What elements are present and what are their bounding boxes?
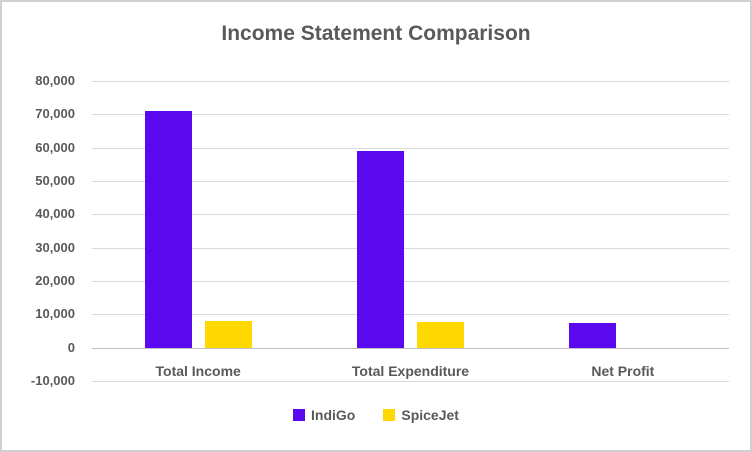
chart-title: Income Statement Comparison <box>221 22 531 45</box>
gridline <box>92 314 729 316</box>
gridline <box>92 147 729 149</box>
y-tick-label: 30,000 <box>35 239 75 255</box>
x-axis-line <box>92 347 729 349</box>
legend-label: IndiGo <box>311 407 356 423</box>
y-tick-label: 80,000 <box>35 73 75 88</box>
legend: IndiGo SpiceJet <box>2 407 750 423</box>
gridline <box>92 81 729 82</box>
x-category-label: Total Income <box>155 362 241 379</box>
gridline <box>92 181 729 182</box>
legend-item-spicejet: SpiceJet <box>383 407 459 423</box>
legend-item-indigo: IndiGo <box>293 407 355 423</box>
y-tick-label: 20,000 <box>35 273 75 288</box>
y-tick-label: 0 <box>67 339 75 355</box>
y-tick-label: 50,000 <box>35 173 75 188</box>
gridline <box>92 214 729 216</box>
legend-swatch-spicejet <box>383 409 396 421</box>
y-tick-label: 60,000 <box>35 139 75 155</box>
legend-label: SpiceJet <box>401 407 459 423</box>
y-tick-label: 70,000 <box>35 106 75 122</box>
bar-indigo-total-expenditure <box>357 151 404 348</box>
gridline <box>92 114 729 116</box>
bar-spicejet-total-expenditure <box>417 321 464 348</box>
gridline <box>92 381 729 382</box>
bar-indigo-total-income <box>144 111 192 348</box>
bar-indigo-net-profit <box>569 322 617 348</box>
x-category-label: Net Profit <box>591 362 655 379</box>
x-category-label: Total Expenditure <box>351 362 470 379</box>
legend-swatch-indigo <box>293 409 306 421</box>
y-tick-label: -10,000 <box>30 373 75 388</box>
gridline <box>92 281 729 282</box>
y-tick-label: 40,000 <box>35 206 75 222</box>
y-tick-label: 10,000 <box>35 306 75 322</box>
gridline <box>92 247 729 249</box>
bar-spicejet-total-income <box>204 321 252 348</box>
